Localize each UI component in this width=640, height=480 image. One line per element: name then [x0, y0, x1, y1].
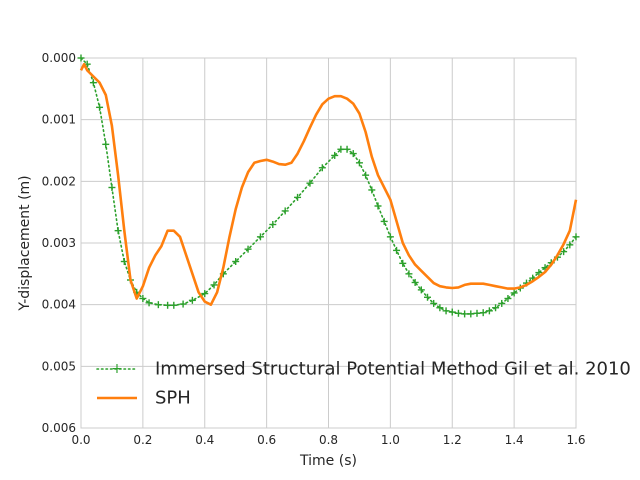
data-point-ispm — [399, 259, 407, 267]
data-point-ispm — [281, 207, 289, 215]
data-point-ispm — [566, 241, 574, 249]
data-point-ispm — [96, 103, 104, 111]
data-point-ispm — [331, 151, 339, 159]
data-point-ispm — [572, 233, 580, 241]
x-tick-labels: 0.0 0.2 0.4 0.6 0.8 1.0 1.2 1.4 1.6 — [71, 433, 585, 447]
data-point-ispm — [89, 79, 97, 87]
plot-frame — [80, 57, 577, 429]
legend: + Immersed Structural Potential Method G… — [96, 359, 631, 409]
data-point-ispm — [318, 164, 326, 172]
x-tick-label: 0.6 — [257, 433, 276, 447]
data-point-ispm — [179, 300, 187, 308]
data-point-ispm — [485, 307, 493, 315]
data-point-ispm — [114, 227, 122, 235]
x-tick-label: 0.2 — [133, 433, 152, 447]
data-point-ispm — [393, 246, 401, 254]
x-tick-label: 1.6 — [566, 433, 585, 447]
data-point-ispm — [374, 202, 382, 210]
data-point-ispm — [380, 217, 388, 225]
data-point-ispm — [467, 310, 475, 318]
y-axis-label: Y-displacement (m) — [17, 175, 33, 311]
data-point-ispm — [164, 301, 172, 309]
x-tick-label: 0.4 — [195, 433, 214, 447]
y-tick-label: 0.002 — [42, 174, 76, 188]
data-point-ispm — [442, 307, 450, 315]
data-point-ispm — [368, 186, 376, 194]
data-point-ispm — [77, 54, 85, 62]
series-line-sph — [79, 62, 578, 307]
data-point-ispm — [256, 233, 264, 241]
data-point-ispm — [448, 308, 456, 316]
data-point-ispm — [355, 159, 363, 167]
data-point-ispm — [405, 270, 413, 278]
data-point-ispm — [244, 245, 252, 253]
x-tick-label: 0.8 — [319, 433, 338, 447]
data-point-ispm — [210, 281, 218, 289]
y-tick-label: 0.006 — [42, 421, 76, 435]
data-point-ispm — [424, 293, 431, 301]
data-point-ispm — [337, 145, 345, 153]
y-tick-labels: 0.000 0.001 0.002 0.003 0.004 0.005 0.006 — [42, 51, 76, 435]
data-point-ispm — [102, 140, 110, 148]
data-point-ispm — [498, 299, 506, 307]
y-tick-label: 0.000 — [42, 51, 76, 65]
data-point-ispm — [294, 193, 302, 201]
data-point-ispm — [510, 289, 518, 297]
data-point-ispm — [430, 299, 438, 307]
legend-item-2: SPH — [97, 388, 191, 409]
data-point-ispm — [269, 221, 277, 228]
data-point-ispm — [145, 299, 153, 307]
y-tick-label: 0.005 — [42, 359, 76, 373]
y-tick-label: 0.001 — [42, 113, 76, 127]
data-point-ispm — [108, 184, 116, 191]
data-point-ispm — [560, 248, 568, 256]
data-point-ispm — [417, 286, 425, 294]
data-point-ispm — [120, 258, 128, 265]
data-point-ispm — [188, 296, 196, 304]
data-point-ispm — [436, 304, 444, 312]
data-point-ispm — [306, 179, 314, 187]
y-tick-label: 0.003 — [42, 236, 76, 250]
data-point-ispm — [349, 150, 357, 158]
data-point-ispm — [504, 295, 512, 302]
grid — [80, 57, 577, 429]
legend-item-1: + Immersed Structural Potential Method G… — [96, 359, 631, 380]
data-point-ispm — [362, 171, 370, 179]
x-tick-label: 1.4 — [505, 433, 524, 447]
y-tick-label: 0.004 — [42, 298, 76, 312]
data-point-ispm — [411, 278, 419, 286]
data-point-ispm — [343, 145, 351, 153]
x-tick-label: 0.0 — [71, 433, 90, 447]
legend-label-1: Immersed Structural Potential Method Gil… — [155, 359, 631, 380]
data-point-ispm — [170, 301, 178, 309]
data-point-ispm — [232, 258, 240, 265]
data-point-ispm — [139, 295, 147, 302]
series-layer — [77, 54, 580, 318]
data-point-ispm — [535, 269, 543, 277]
data-point-ispm — [492, 304, 500, 312]
x-tick-label: 1.0 — [381, 433, 400, 447]
data-point-ispm — [461, 310, 469, 318]
data-point-ispm — [201, 290, 209, 298]
data-point-ispm — [473, 309, 481, 317]
data-point-ispm — [154, 301, 162, 309]
x-tick-label: 1.2 — [443, 433, 462, 447]
legend-marker-1: + — [111, 361, 123, 377]
x-axis-label: Time (s) — [299, 453, 357, 469]
data-point-ispm — [454, 309, 462, 317]
data-point-ispm — [386, 233, 394, 241]
data-point-ispm — [479, 309, 487, 317]
legend-label-2: SPH — [155, 388, 191, 409]
